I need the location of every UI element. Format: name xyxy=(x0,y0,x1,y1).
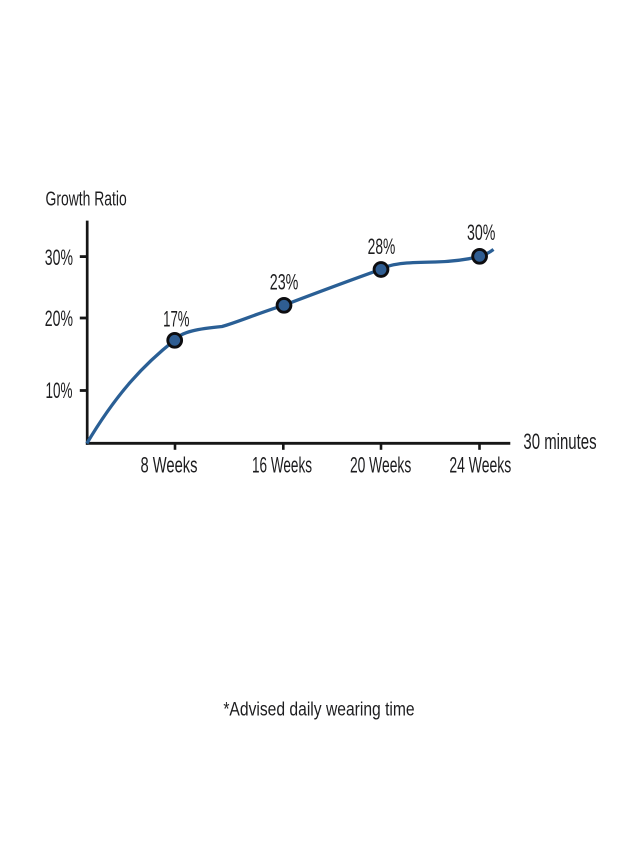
svg-text:30 minutes: 30 minutes xyxy=(523,429,596,454)
svg-text:28%: 28% xyxy=(368,234,396,259)
svg-text:23%: 23% xyxy=(270,269,299,294)
svg-text:10%: 10% xyxy=(46,378,73,403)
svg-text:17%: 17% xyxy=(163,306,189,331)
svg-text:8 Weeks: 8 Weeks xyxy=(141,453,198,478)
svg-text:*Advised daily wearing time: *Advised daily wearing time xyxy=(223,700,414,721)
svg-text:16 Weeks: 16 Weeks xyxy=(252,453,312,478)
svg-text:24 Weeks: 24 Weeks xyxy=(449,453,511,478)
svg-text:20 Weeks: 20 Weeks xyxy=(350,453,411,478)
svg-text:30%: 30% xyxy=(467,220,495,245)
svg-text:Growth Ratio: Growth Ratio xyxy=(46,188,127,210)
svg-text:30%: 30% xyxy=(45,245,73,270)
svg-text:20%: 20% xyxy=(45,306,73,331)
